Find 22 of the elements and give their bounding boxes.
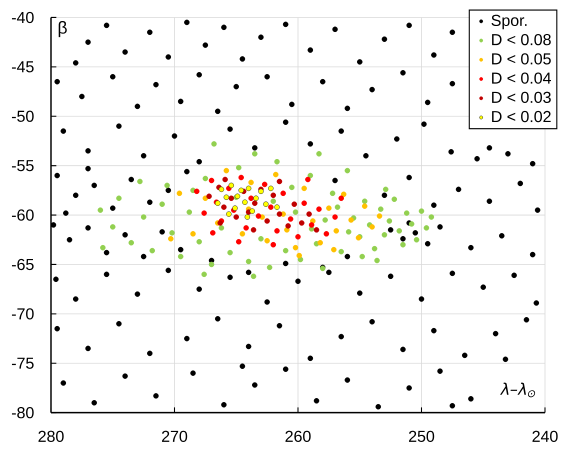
x-tick-label: 260 bbox=[285, 430, 311, 442]
legend-label: D < 0.02 bbox=[492, 110, 551, 122]
y-axis-title: β bbox=[58, 21, 67, 38]
y-tick-label: -55 bbox=[12, 160, 34, 172]
x-axis-title: λ–λ$_{⊙}$ bbox=[500, 382, 536, 398]
x-tick-label: 240 bbox=[532, 430, 558, 442]
y-tick-label: -65 bbox=[12, 258, 34, 270]
y-tick-label: -50 bbox=[12, 110, 34, 122]
y-tick-label: -45 bbox=[12, 61, 34, 72]
legend-label: D < 0.04 bbox=[492, 72, 552, 84]
x-tick-label: 280 bbox=[38, 430, 64, 442]
y-tick-label: -40 bbox=[12, 12, 34, 24]
y-tick-label: -60 bbox=[12, 209, 34, 221]
x-tick-label: 250 bbox=[408, 430, 434, 442]
legend-label: D < 0.05 bbox=[492, 53, 551, 64]
legend-label: Spor. bbox=[492, 14, 527, 30]
y-tick-label: -70 bbox=[12, 308, 34, 320]
legend-label: D < 0.03 bbox=[492, 92, 551, 103]
y-tick-label: -75 bbox=[12, 358, 34, 369]
legend-label: D < 0.08 bbox=[492, 34, 551, 46]
x-tick-label: 270 bbox=[162, 430, 188, 442]
y-tick-label: -80 bbox=[12, 407, 34, 418]
